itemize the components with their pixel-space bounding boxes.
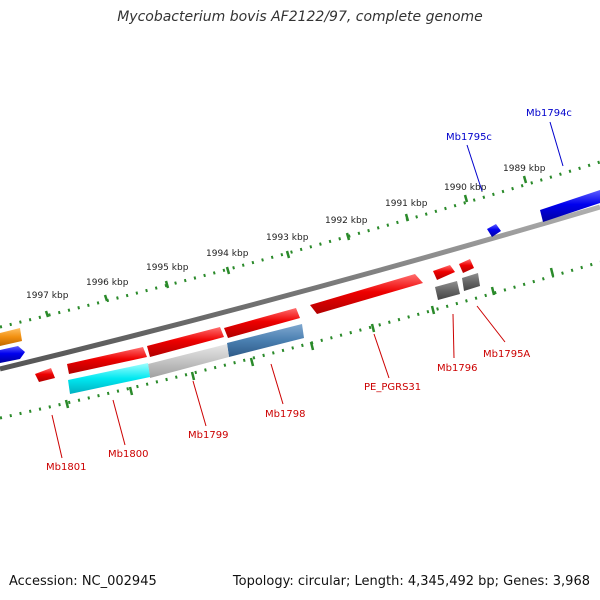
gene-mb1796-bottom-block[interactable]	[435, 281, 460, 300]
gene-label-mb1800[interactable]: Mb1800	[108, 449, 148, 460]
gene-mb1798-bottom-block[interactable]	[227, 324, 304, 357]
gene-mb1795a-bottom-block[interactable]	[462, 273, 480, 291]
outer-major-ticks	[44, 175, 528, 318]
gene-label-mb1798[interactable]: Mb1798	[265, 409, 305, 420]
genome-summary-text: Topology: circular; Length: 4,345,492 bp…	[232, 574, 590, 589]
gene-mb1796-top-arrow[interactable]	[433, 265, 455, 280]
gene-label-mb1795a[interactable]: Mb1795A	[483, 349, 530, 360]
gene-mb1795c-arrow[interactable]	[487, 224, 501, 237]
inner-major-ticks	[64, 267, 555, 409]
kbp-label-1990: 1990 kbp	[444, 183, 487, 193]
gene-label-mb1799[interactable]: Mb1799	[188, 430, 228, 441]
gene-label-pe-pgrs31[interactable]: PE_PGRS31	[364, 382, 421, 393]
gene-left-blue-arrow[interactable]	[0, 346, 25, 363]
kbp-label-1994: 1994 kbp	[206, 249, 249, 259]
kbp-label-1996: 1996 kbp	[86, 278, 129, 288]
kbp-label-1991: 1991 kbp	[385, 199, 428, 209]
map-title: Mycobacterium bovis AF2122/97, complete …	[117, 9, 483, 25]
gene-label-mb1796[interactable]: Mb1796	[437, 363, 477, 374]
kbp-label-1992: 1992 kbp	[325, 216, 368, 226]
reverse-leader-lines	[466, 121, 564, 192]
genome-backbone	[0, 204, 600, 372]
outer-tick-ring	[0, 160, 600, 329]
kbp-label-1997: 1997 kbp	[26, 291, 69, 301]
gene-mb1800-top-arrow[interactable]	[67, 347, 147, 374]
gene-pe-pgrs31-arrow[interactable]	[310, 274, 423, 314]
gene-mb1799-bottom-block[interactable]	[148, 344, 229, 378]
gene-mb1794c-arrow[interactable]	[540, 190, 600, 222]
gene-mb1801-arrow[interactable]	[35, 368, 55, 382]
gene-left-orange-arrow[interactable]	[0, 328, 22, 346]
gene-label-mb1795c[interactable]: Mb1795c	[446, 132, 492, 143]
gene-mb1800-bottom-block[interactable]	[68, 363, 150, 394]
kbp-label-1989: 1989 kbp	[503, 164, 546, 174]
gene-label-mb1794c[interactable]: Mb1794c	[526, 108, 572, 119]
accession-text: Accession: NC_002945	[9, 574, 157, 589]
forward-leader-lines	[51, 305, 506, 459]
gene-mb1798-top-arrow[interactable]	[224, 308, 300, 338]
gene-mb1799-top-arrow[interactable]	[147, 327, 224, 357]
gene-mb1795a-top-arrow[interactable]	[459, 259, 474, 273]
kbp-label-1993: 1993 kbp	[266, 233, 309, 243]
kbp-label-1995: 1995 kbp	[146, 263, 189, 273]
gene-label-mb1801[interactable]: Mb1801	[46, 462, 86, 473]
